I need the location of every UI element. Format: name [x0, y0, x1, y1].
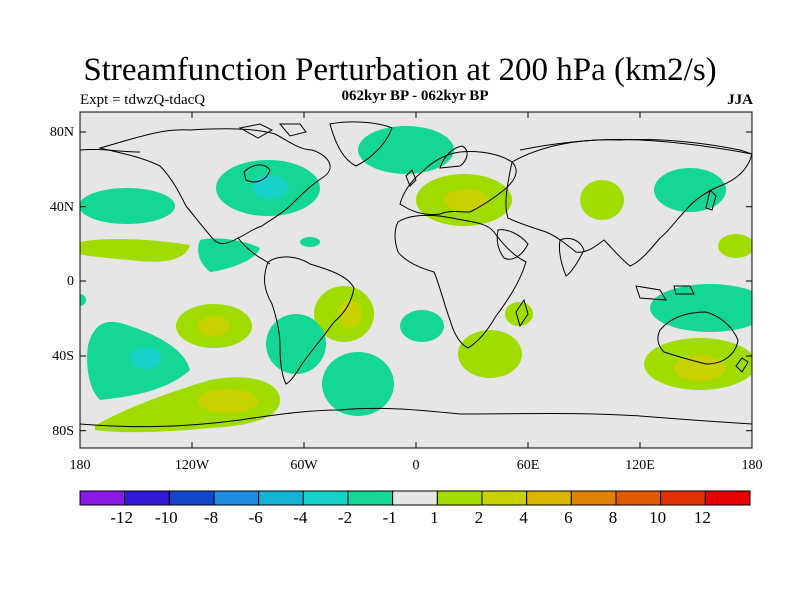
colorbar-label: 8 [609, 508, 618, 527]
colorbar-box [124, 490, 170, 506]
lon-label-120e: 120E [625, 458, 655, 473]
colorbar-label: 12 [694, 508, 711, 527]
colorbar-box [168, 490, 215, 506]
colorbar-label: -8 [204, 508, 218, 527]
colorbar-box [79, 490, 126, 506]
colorbar-label: -12 [110, 508, 133, 527]
lat-label-40n: 40N [50, 200, 74, 215]
period-label: 062kyr BP - 062kyr BP [341, 88, 489, 104]
lat-label-80n: 80N [50, 125, 74, 140]
colorbar-box [615, 490, 662, 506]
lon-label-180e: 180 [742, 458, 763, 473]
axis-ticks [79, 112, 753, 448]
colorbar-box [213, 490, 260, 506]
colorbar-box [258, 490, 304, 506]
colorbar-box [392, 490, 438, 506]
lon-label-180w: 180 [70, 458, 91, 473]
colorbar-label: 10 [649, 508, 666, 527]
colorbar-label: -2 [338, 508, 352, 527]
lat-label-40s: 40S [52, 349, 74, 364]
lat-label-equator: 0 [67, 274, 74, 289]
colorbar: -12 -10 -8 -6 -4 -2 -1 1 2 4 6 8 10 12 [79, 490, 751, 527]
colorbar-box [570, 490, 617, 506]
lon-label-60w: 60W [290, 458, 318, 473]
plot-title: Streamfunction Perturbation at 200 hPa (… [83, 52, 717, 88]
colorbar-label: -10 [155, 508, 178, 527]
colorbar-label: 6 [564, 508, 573, 527]
experiment-label: Expt = tdwzQ-tdacQ [80, 92, 206, 108]
lon-label-120w: 120W [175, 458, 210, 473]
latitude-labels: 80N 40N 0 40S 80S [50, 125, 74, 439]
colorbar-label: -6 [249, 508, 263, 527]
colorbar-box [481, 490, 528, 506]
colorbar-label: -4 [293, 508, 308, 527]
colorbar-label: -1 [383, 508, 397, 527]
lon-label-60e: 60E [517, 458, 540, 473]
colorbar-label: 1 [430, 508, 439, 527]
lon-label-0: 0 [413, 458, 420, 473]
anomaly-fills [80, 126, 752, 433]
colorbar-box [302, 490, 349, 506]
coastlines [80, 121, 752, 428]
colorbar-label: 4 [519, 508, 528, 527]
lat-label-80s: 80S [52, 424, 74, 439]
colorbar-box [660, 490, 706, 506]
colorbar-box [436, 490, 483, 506]
longitude-labels: 180 120W 60W 0 60E 120E 180 [70, 458, 763, 473]
season-label: JJA [727, 92, 753, 108]
colorbar-box [526, 490, 572, 506]
colorbar-box [347, 490, 394, 506]
colorbar-label: 2 [475, 508, 484, 527]
colorbar-box [704, 490, 751, 506]
